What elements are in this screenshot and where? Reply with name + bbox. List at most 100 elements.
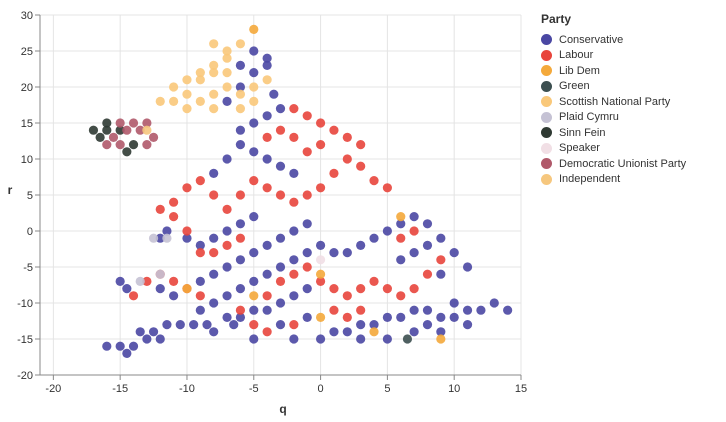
point-scottish-national-party bbox=[235, 89, 246, 99]
point-conservative bbox=[356, 240, 366, 250]
point-scottish-national-party bbox=[209, 39, 219, 49]
point-conservative bbox=[235, 219, 246, 229]
point-conservative bbox=[289, 291, 299, 301]
point-labour bbox=[262, 183, 272, 193]
point-conservative bbox=[235, 125, 246, 135]
point-conservative bbox=[302, 312, 312, 322]
point-lib-dem bbox=[315, 269, 326, 279]
point-scottish-national-party bbox=[262, 75, 272, 85]
point-conservative bbox=[235, 255, 246, 265]
point-labour bbox=[169, 197, 179, 207]
point-conservative bbox=[275, 320, 286, 330]
point-scottish-national-party bbox=[195, 96, 205, 106]
point-conservative bbox=[222, 262, 232, 272]
point-conservative bbox=[235, 140, 246, 150]
legend-swatch bbox=[541, 142, 552, 154]
point-labour bbox=[422, 269, 433, 279]
point-labour bbox=[209, 190, 219, 200]
legend-swatch bbox=[541, 65, 552, 77]
point-labour bbox=[329, 168, 339, 178]
point-conservative bbox=[275, 298, 286, 308]
point-green bbox=[402, 334, 413, 344]
point-conservative bbox=[249, 305, 259, 315]
point-labour bbox=[302, 190, 312, 200]
legend-swatch bbox=[541, 158, 552, 170]
legend-item: Labour bbox=[541, 48, 686, 64]
point-conservative bbox=[155, 284, 165, 294]
point-conservative bbox=[269, 89, 279, 99]
point-labour bbox=[315, 140, 326, 150]
point-speaker bbox=[315, 255, 326, 265]
legend-label: Labour bbox=[559, 49, 594, 62]
point-conservative bbox=[342, 248, 352, 258]
x-tick-label: -5 bbox=[249, 383, 259, 395]
point-labour bbox=[155, 204, 165, 214]
point-labour bbox=[262, 327, 272, 337]
point-conservative bbox=[503, 305, 513, 315]
point-conservative bbox=[162, 226, 172, 236]
legend-item: Plaid Cymru bbox=[541, 110, 686, 126]
point-conservative bbox=[409, 212, 419, 222]
point-conservative bbox=[342, 327, 352, 337]
point-labour bbox=[289, 197, 299, 207]
point-conservative bbox=[182, 233, 192, 243]
point-scottish-national-party bbox=[249, 82, 259, 92]
point-scottish-national-party bbox=[222, 46, 232, 56]
point-scottish-national-party bbox=[195, 75, 205, 85]
point-lib-dem bbox=[249, 291, 259, 301]
y-tick-label: 30 bbox=[21, 10, 33, 22]
point-conservative bbox=[169, 291, 179, 301]
x-tick-label: -15 bbox=[112, 383, 128, 395]
point-labour bbox=[315, 118, 326, 128]
point-conservative bbox=[195, 276, 205, 286]
point-conservative bbox=[315, 240, 326, 250]
point-conservative bbox=[409, 248, 419, 258]
point-democratic-unionist-party bbox=[115, 118, 125, 128]
legend-item: Conservative bbox=[541, 32, 686, 48]
legend-label: Independent bbox=[559, 173, 621, 186]
point-labour bbox=[369, 276, 379, 286]
x-tick-label: 10 bbox=[448, 383, 460, 395]
point-conservative bbox=[122, 348, 132, 358]
point-conservative bbox=[222, 312, 232, 322]
point-conservative bbox=[329, 327, 339, 337]
point-conservative bbox=[462, 320, 473, 330]
y-tick-label: -5 bbox=[23, 262, 33, 274]
point-conservative bbox=[302, 284, 312, 294]
point-scottish-national-party bbox=[222, 68, 232, 78]
point-conservative bbox=[262, 60, 272, 70]
point-labour bbox=[262, 132, 272, 142]
point-conservative bbox=[356, 334, 366, 344]
point-conservative bbox=[102, 341, 112, 351]
point-labour bbox=[315, 183, 326, 193]
point-conservative bbox=[222, 154, 232, 164]
legend-swatch bbox=[541, 173, 552, 185]
point-scottish-national-party bbox=[195, 68, 205, 78]
point-conservative bbox=[422, 305, 433, 315]
legend-item: Green bbox=[541, 79, 686, 95]
point-conservative bbox=[302, 219, 312, 229]
x-tick-label: 0 bbox=[318, 383, 324, 395]
point-conservative bbox=[222, 226, 232, 236]
legend-swatch bbox=[541, 34, 552, 46]
point-conservative bbox=[396, 255, 406, 265]
point-democratic-unionist-party bbox=[135, 125, 145, 135]
point-democratic-unionist-party bbox=[115, 140, 125, 150]
point-democratic-unionist-party bbox=[148, 132, 159, 142]
point-labour bbox=[382, 183, 392, 193]
point-conservative bbox=[436, 312, 446, 322]
point-plaid-cymru bbox=[155, 269, 165, 279]
point-conservative bbox=[369, 320, 379, 330]
legend-label: Democratic Unionist Party bbox=[559, 157, 687, 170]
legend-swatch bbox=[541, 49, 552, 61]
point-conservative bbox=[262, 305, 272, 315]
point-democratic-unionist-party bbox=[102, 140, 112, 150]
point-labour bbox=[396, 233, 406, 243]
point-scottish-national-party bbox=[182, 89, 192, 99]
point-conservative bbox=[209, 298, 219, 308]
point-conservative bbox=[209, 168, 219, 178]
point-labour bbox=[436, 255, 446, 265]
point-conservative bbox=[436, 233, 446, 243]
point-scottish-national-party bbox=[235, 104, 246, 114]
point-labour bbox=[142, 276, 152, 286]
